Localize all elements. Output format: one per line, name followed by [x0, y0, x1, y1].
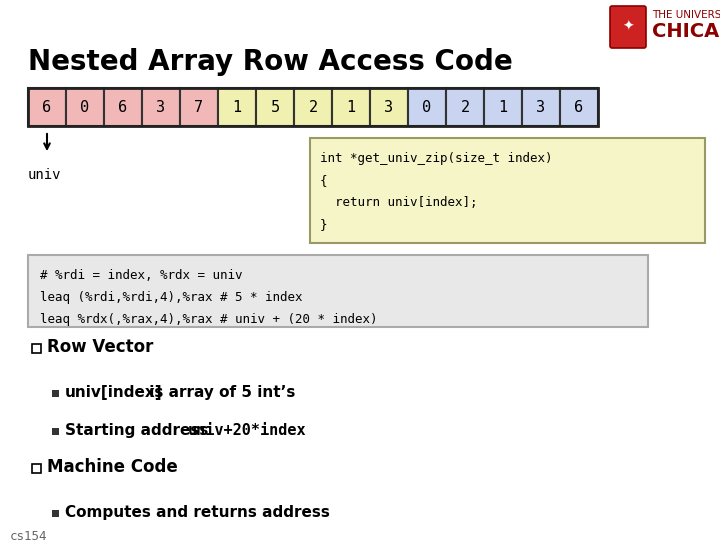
Text: 3: 3 — [156, 99, 166, 114]
Text: leaq %rdx(,%rax,4),%rax # univ + (20 * index): leaq %rdx(,%rax,4),%rax # univ + (20 * i… — [40, 313, 377, 326]
Bar — [370, 88, 408, 126]
Text: 1: 1 — [498, 99, 508, 114]
Text: univ: univ — [28, 168, 61, 182]
Text: 1: 1 — [233, 99, 242, 114]
Bar — [66, 88, 104, 126]
Bar — [104, 88, 142, 126]
Text: Computes and returns address: Computes and returns address — [65, 505, 330, 520]
Text: Machine Code: Machine Code — [47, 458, 178, 476]
Text: Nested Array Row Access Code: Nested Array Row Access Code — [28, 48, 513, 76]
Text: 7: 7 — [194, 99, 204, 114]
Text: int *get_univ_zip(size_t index): int *get_univ_zip(size_t index) — [320, 152, 552, 165]
Bar — [310, 138, 705, 243]
Text: # %rdi = index, %rdx = univ: # %rdi = index, %rdx = univ — [40, 269, 243, 282]
Bar — [142, 88, 180, 126]
Text: 3: 3 — [536, 99, 546, 114]
Bar — [484, 88, 522, 126]
Text: Starting address: Starting address — [65, 423, 214, 438]
Bar — [294, 88, 332, 126]
Bar — [560, 88, 598, 126]
Bar — [332, 88, 370, 126]
Text: 3: 3 — [384, 99, 394, 114]
FancyBboxPatch shape — [610, 6, 646, 48]
Text: leaq (%rdi,%rdi,4),%rax # 5 * index: leaq (%rdi,%rdi,4),%rax # 5 * index — [40, 291, 302, 304]
Text: univ[index]: univ[index] — [65, 385, 163, 400]
Bar — [218, 88, 256, 126]
Text: 2: 2 — [460, 99, 469, 114]
Text: return univ[index];: return univ[index]; — [320, 196, 477, 209]
Text: 6: 6 — [42, 99, 52, 114]
Bar — [522, 88, 560, 126]
Text: THE UNIVERSITY OF: THE UNIVERSITY OF — [652, 10, 720, 20]
Bar — [52, 390, 59, 397]
Text: 6: 6 — [575, 99, 584, 114]
Text: is array of 5 int’s: is array of 5 int’s — [144, 385, 296, 400]
Bar — [28, 255, 648, 327]
Text: 6: 6 — [118, 99, 127, 114]
Text: Row Vector: Row Vector — [47, 339, 153, 356]
Text: 0: 0 — [423, 99, 431, 114]
Bar — [408, 88, 446, 126]
Bar — [446, 88, 484, 126]
Text: 2: 2 — [308, 99, 318, 114]
Bar — [52, 510, 59, 517]
Text: 5: 5 — [271, 99, 279, 114]
Text: CHICAGO: CHICAGO — [652, 22, 720, 41]
Bar — [28, 88, 66, 126]
Text: {: { — [320, 174, 328, 187]
Text: ✦: ✦ — [622, 20, 634, 34]
Bar — [256, 88, 294, 126]
Text: 0: 0 — [81, 99, 89, 114]
Bar — [28, 88, 598, 126]
Text: }: } — [320, 218, 328, 231]
Bar — [52, 428, 59, 435]
Bar — [32, 344, 41, 353]
Text: cs154: cs154 — [10, 530, 48, 540]
Text: univ+20*index: univ+20*index — [187, 423, 306, 438]
Bar — [32, 464, 41, 473]
Text: 1: 1 — [346, 99, 356, 114]
Bar — [180, 88, 218, 126]
